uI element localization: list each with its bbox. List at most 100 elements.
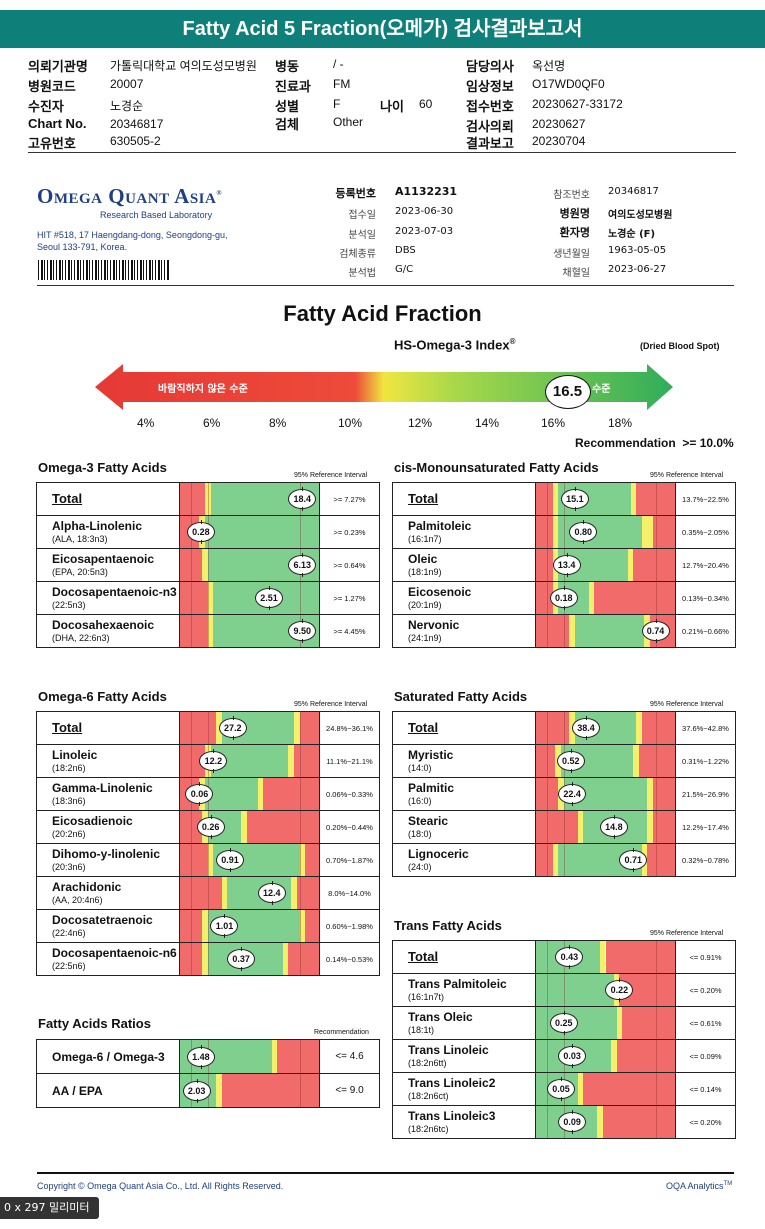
grid-line [191,811,193,843]
result-bar-cell: 0.52 [535,744,676,778]
zone-borderline [293,712,300,744]
grid-line [547,615,549,647]
reference-range: >= 4.45% [319,614,380,648]
reference-range: 11.1%~21.1% [319,744,380,778]
zone-out-of-range [536,778,559,810]
result-value-marker: 0.09 [558,1110,587,1134]
result-value-marker: 27.2 [218,716,247,740]
grid-line [547,483,549,515]
reference-range: 0.35%~2.05% [675,515,736,549]
zone-out-of-range [180,549,203,581]
row-name-cell: Total [36,482,180,516]
result-bar-cell: 2.03 [179,1073,320,1108]
zone-borderline [299,910,306,942]
zone-out-of-range [638,745,675,777]
reg-key: 접수일 [348,210,376,221]
info-value: 60 [419,97,433,111]
result-bar-cell: 0.09 [535,1105,676,1139]
row-sublabel: (14:0) [408,763,432,773]
grid-line [191,582,193,614]
grid-line [299,877,301,909]
grid-line [547,1106,549,1138]
result-bar-cell: 0.26 [179,810,320,844]
zone-out-of-range [180,615,208,647]
row-label: Arachidonic [52,880,122,894]
result-value-marker: 38.4 [572,716,601,740]
row-name-cell: Total [392,940,536,974]
zone-out-of-range [616,1040,675,1072]
zone-out-of-range [536,582,553,614]
result-bar-cell: 18.4 [179,482,320,516]
table-cis-mono: Total 15.1 13.7%~22.5% Palmitoleic (16:1n7) 0… [392,482,736,648]
zone-borderline [599,941,606,973]
result-value-marker: 0.03 [558,1044,587,1068]
row-name-cell: Myristic (14:0) [392,744,536,778]
reference-interval-label: 95% Reference Interval [294,701,368,708]
grid-line [547,516,549,548]
zone-borderline [205,483,211,515]
zone-out-of-range [536,844,553,876]
zone-out-of-range [652,811,675,843]
reference-range: 12.7%~20.4% [675,548,736,582]
result-bar-cell: 2.51 [179,581,320,615]
table-row: AA / EPA 2.03 <= 9.0 [36,1073,380,1108]
footer-divider [37,1172,734,1174]
result-bar-cell: 0.25 [535,1006,676,1040]
zone-borderline [616,1007,623,1039]
result-value-marker: 12.2 [199,749,228,773]
grid-line [299,745,301,777]
reference-range: >= 1.27% [319,581,380,615]
grid-line [655,778,657,810]
result-value-marker: 0.18 [549,586,578,610]
result-value-marker: 0.05 [547,1077,576,1101]
zone-out-of-range [246,811,319,843]
zone-out-of-range [180,910,203,942]
reference-interval-label: 95% Reference Interval [650,472,724,479]
grid-line [655,712,657,744]
info-value: / - [333,57,344,71]
zone-out-of-range [536,615,570,647]
table-row: Arachidonic (AA, 20:4n6) 12.4 8.0%~14.0% [36,876,380,910]
info-key: 수진자 [28,99,64,114]
row-sublabel: (22:5n6) [52,961,86,971]
zone-borderline [207,615,214,647]
info-key: Chart No. [28,116,87,131]
grid-line [655,1106,657,1138]
result-value-marker: 0.06 [185,782,214,806]
table-row: Lignoceric (24:0) 0.71 0.32%~0.78% [392,843,736,877]
row-label-total: Total [408,949,439,964]
info-key: 성별 [275,99,299,114]
lab-address-1: HIT #518, 17 Haengdang-dong, Seongdong-g… [37,230,228,240]
table-row: Total 18.4 >= 7.27% [36,482,380,516]
zone-out-of-range [536,745,556,777]
zone-out-of-range [605,941,675,973]
row-sublabel: (18:2n6) [52,763,86,773]
result-bar-cell: 0.05 [535,1072,676,1106]
row-sublabel: (16:0) [408,796,432,806]
table-row: Gamma-Linolenic (18:3n6) 0.06 0.06%~0.33% [36,777,380,811]
zone-out-of-range [536,712,570,744]
row-label: Eicosenoic [408,585,472,599]
grid-line [547,712,549,744]
row-label: Trans Linoleic [408,1043,489,1057]
zone-out-of-range [296,877,319,909]
grid-line [655,516,657,548]
reference-range: 0.32%~0.78% [675,843,736,877]
zone-in-range [205,516,319,548]
reg-value: DBS [395,245,416,256]
row-name-cell: Alpha-Linolenic (ALA, 18:3n3) [36,515,180,549]
row-name-cell: Eicosadienoic (20:2n6) [36,810,180,844]
index-value-marker: 16.5 [544,375,591,409]
result-bar-cell: 0.71 [535,843,676,877]
row-label: Trans Oleic [408,1010,473,1024]
row-sublabel: (16:1n7t) [408,992,445,1002]
result-bar-cell: 9.50 [179,614,320,648]
result-bar-cell: 0.03 [535,1039,676,1073]
zone-borderline [577,1073,584,1105]
zone-borderline [647,778,653,810]
zone-in-range [205,778,258,810]
table-row: Trans Palmitoleic (16:1n7t) 0.22 <= 0.20% [392,973,736,1007]
index-value: 16.5 [552,383,583,400]
row-label: Palmitoleic [408,519,472,533]
reg-value: G/C [395,264,414,275]
